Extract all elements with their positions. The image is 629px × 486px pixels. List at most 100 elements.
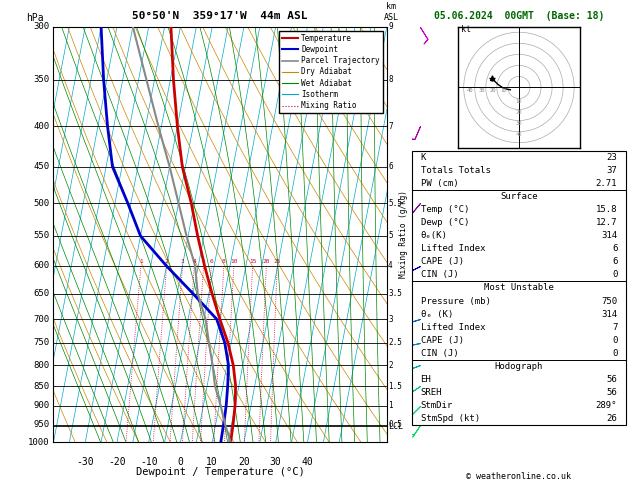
Text: 10: 10: [500, 88, 507, 93]
Text: 550: 550: [33, 231, 49, 241]
Text: CAPE (J): CAPE (J): [421, 336, 464, 345]
Text: 5.5: 5.5: [388, 199, 402, 208]
Text: 314: 314: [601, 231, 617, 240]
Text: CIN (J): CIN (J): [421, 270, 458, 279]
Text: 10: 10: [206, 457, 218, 467]
Text: 9: 9: [388, 22, 392, 31]
Text: EH: EH: [421, 375, 431, 384]
Text: 300: 300: [33, 22, 49, 31]
Text: 37: 37: [606, 166, 617, 175]
Text: 5: 5: [388, 231, 392, 241]
Text: 0: 0: [612, 270, 617, 279]
Text: 4: 4: [388, 261, 392, 270]
Text: 40: 40: [467, 88, 474, 93]
Text: 6: 6: [209, 259, 213, 264]
Text: θₑ(K): θₑ(K): [421, 231, 447, 240]
Text: Pressure (mb): Pressure (mb): [421, 296, 491, 306]
Text: Mixing Ratio (g/kg): Mixing Ratio (g/kg): [399, 191, 408, 278]
Text: 40: 40: [516, 132, 522, 137]
Text: 10: 10: [516, 99, 522, 104]
Text: 650: 650: [33, 289, 49, 298]
Text: hPa: hPa: [26, 13, 44, 22]
Text: CIN (J): CIN (J): [421, 349, 458, 358]
Text: 6: 6: [388, 162, 392, 171]
Text: 50°50'N  359°17'W  44m ASL: 50°50'N 359°17'W 44m ASL: [132, 11, 308, 21]
Text: 40: 40: [301, 457, 313, 467]
Text: 26: 26: [606, 414, 617, 423]
Text: -30: -30: [76, 457, 94, 467]
Text: 20: 20: [238, 457, 250, 467]
X-axis label: Dewpoint / Temperature (°C): Dewpoint / Temperature (°C): [136, 467, 304, 477]
Text: 0.5: 0.5: [388, 420, 402, 429]
Text: 800: 800: [33, 361, 49, 370]
Text: 3: 3: [388, 314, 392, 324]
Text: 2.5: 2.5: [388, 338, 402, 347]
Text: 4: 4: [192, 259, 196, 264]
Text: 30: 30: [478, 88, 485, 93]
Text: Lifted Index: Lifted Index: [421, 244, 485, 253]
Text: 3.5: 3.5: [388, 289, 402, 298]
Text: 350: 350: [33, 75, 49, 85]
Text: LCL: LCL: [388, 422, 403, 431]
Text: 0: 0: [612, 349, 617, 358]
Text: 1.5: 1.5: [388, 382, 402, 391]
Text: kt: kt: [462, 25, 472, 34]
Text: 56: 56: [606, 388, 617, 397]
Text: Surface: Surface: [500, 192, 538, 201]
Text: 8: 8: [222, 259, 226, 264]
Text: -10: -10: [140, 457, 157, 467]
Text: θₑ (K): θₑ (K): [421, 310, 453, 319]
Text: StmSpd (kt): StmSpd (kt): [421, 414, 480, 423]
Text: 2: 2: [388, 361, 392, 370]
Text: 12.7: 12.7: [596, 218, 617, 227]
Text: 30: 30: [270, 457, 282, 467]
Text: 25: 25: [274, 259, 281, 264]
Text: 20: 20: [262, 259, 270, 264]
Text: 56: 56: [606, 375, 617, 384]
Text: 500: 500: [33, 199, 49, 208]
Text: 23: 23: [606, 153, 617, 162]
Text: 950: 950: [33, 420, 49, 429]
Text: km
ASL: km ASL: [384, 2, 399, 22]
Text: -20: -20: [108, 457, 126, 467]
Text: Hodograph: Hodograph: [495, 362, 543, 371]
Text: 1: 1: [388, 401, 392, 410]
Text: 289°: 289°: [596, 401, 617, 410]
Text: 600: 600: [33, 261, 49, 270]
Text: 15.8: 15.8: [596, 205, 617, 214]
Legend: Temperature, Dewpoint, Parcel Trajectory, Dry Adiabat, Wet Adiabat, Isotherm, Mi: Temperature, Dewpoint, Parcel Trajectory…: [279, 31, 383, 113]
Text: 7: 7: [388, 122, 392, 131]
Text: 6: 6: [612, 244, 617, 253]
Text: 750: 750: [33, 338, 49, 347]
Text: 7: 7: [612, 323, 617, 331]
Text: 20: 20: [489, 88, 496, 93]
Text: 314: 314: [601, 310, 617, 319]
Text: © weatheronline.co.uk: © weatheronline.co.uk: [467, 472, 571, 481]
Text: 8: 8: [388, 75, 392, 85]
Text: 2: 2: [165, 259, 169, 264]
Text: 05.06.2024  00GMT  (Base: 18): 05.06.2024 00GMT (Base: 18): [434, 11, 604, 21]
Text: 850: 850: [33, 382, 49, 391]
Text: 400: 400: [33, 122, 49, 131]
Text: 10: 10: [230, 259, 238, 264]
Text: 1000: 1000: [28, 438, 49, 447]
Text: SREH: SREH: [421, 388, 442, 397]
Text: StmDir: StmDir: [421, 401, 453, 410]
Text: 2.71: 2.71: [596, 179, 617, 188]
Text: 30: 30: [516, 121, 522, 125]
Text: 1: 1: [139, 259, 143, 264]
Text: 15: 15: [249, 259, 257, 264]
Text: Most Unstable: Most Unstable: [484, 283, 554, 293]
Text: Lifted Index: Lifted Index: [421, 323, 485, 331]
Text: 5: 5: [202, 259, 206, 264]
Text: Totals Totals: Totals Totals: [421, 166, 491, 175]
Text: 750: 750: [601, 296, 617, 306]
Text: 450: 450: [33, 162, 49, 171]
Text: PW (cm): PW (cm): [421, 179, 458, 188]
Text: 700: 700: [33, 314, 49, 324]
Text: K: K: [421, 153, 426, 162]
Text: 900: 900: [33, 401, 49, 410]
Text: 0: 0: [177, 457, 184, 467]
Text: 0: 0: [612, 336, 617, 345]
Text: 6: 6: [612, 257, 617, 266]
